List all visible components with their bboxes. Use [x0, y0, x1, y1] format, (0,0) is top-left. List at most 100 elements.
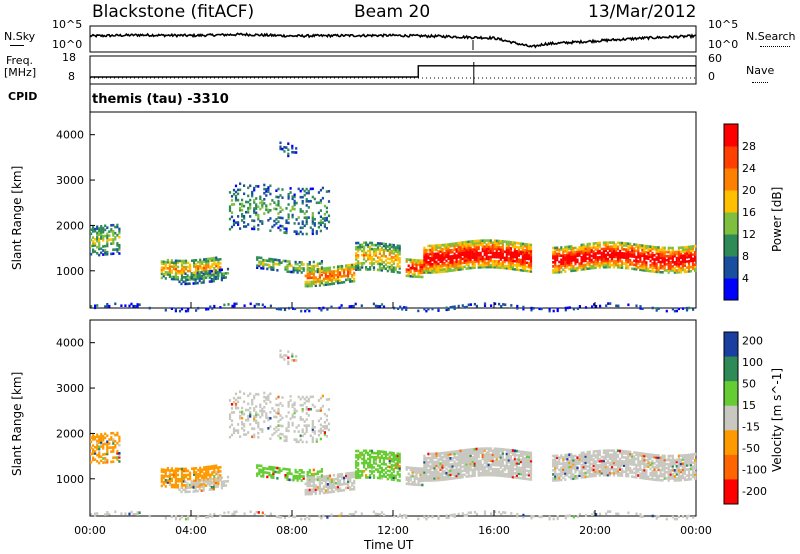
velocity-cell: [398, 458, 401, 462]
velocity-cell: [606, 469, 609, 473]
velocity-cell: [493, 459, 496, 463]
velocity-cell: [394, 464, 397, 467]
power-cell: [172, 261, 175, 265]
power-cell: [287, 217, 290, 221]
power-cell: [231, 304, 234, 308]
velocity-cell: [437, 458, 440, 461]
velocity-cell: [199, 466, 202, 470]
velocity-cell: [641, 474, 644, 478]
velocity-cell: [473, 472, 476, 475]
power-cell: [685, 306, 689, 310]
velocity-cell: [98, 437, 101, 440]
velocity-cell: [487, 473, 490, 477]
power-cell: [303, 212, 306, 215]
velocity-cell: [191, 467, 194, 470]
power-cell: [437, 258, 440, 262]
velocity-cell: [621, 460, 624, 463]
velocity-cell: [592, 458, 595, 461]
velocity-cell: [639, 454, 642, 457]
velocity-cell: [345, 472, 348, 475]
power-cell: [505, 258, 508, 262]
power-cell: [263, 305, 266, 309]
power-cell: [465, 240, 468, 244]
power-cell: [182, 259, 186, 263]
power-cell: [483, 247, 486, 251]
power-cell: [497, 245, 500, 249]
power-cell: [517, 268, 520, 272]
power-cell: [180, 307, 184, 311]
velocity-cell: [588, 456, 591, 460]
power-cell: [336, 277, 340, 281]
velocity-cell: [423, 469, 426, 472]
velocity-cell: [467, 470, 470, 474]
velocity-cell: [320, 477, 323, 481]
power-cell: [332, 266, 336, 269]
power-cell: [208, 280, 211, 283]
power-cell: [433, 248, 436, 252]
power-cell: [328, 276, 332, 280]
power-cell: [443, 253, 446, 257]
velocity-cell: [392, 476, 395, 479]
velocity-cell: [604, 473, 607, 477]
power-cell: [667, 246, 670, 250]
velocity-cell: [437, 476, 440, 480]
power-cell: [570, 251, 573, 254]
power-cell: [461, 265, 464, 269]
power-cell: [290, 270, 293, 274]
power-cell: [687, 247, 691, 251]
power-cell: [669, 252, 672, 256]
power-cell: [208, 272, 211, 275]
power-cell: [307, 216, 310, 219]
velocity-cell: [392, 470, 395, 473]
velocity-cell: [318, 488, 321, 491]
velocity-cell: [102, 445, 105, 448]
power-cell: [217, 272, 220, 276]
power-cell: [197, 260, 200, 264]
power-cell: [437, 270, 440, 274]
velocity-cell: [409, 474, 412, 478]
power-cell: [290, 264, 293, 268]
velocity-cell: [376, 468, 380, 471]
velocity-cell: [284, 476, 287, 479]
velocity-cell: [100, 459, 103, 463]
velocity-cell: [427, 452, 430, 456]
power-cell: [445, 247, 448, 251]
power-cell: [578, 252, 581, 255]
power-cell: [523, 269, 526, 272]
power-cell: [345, 264, 348, 267]
velocity-cell: [198, 487, 201, 491]
velocity-cell: [203, 476, 206, 479]
power-cell: [279, 216, 282, 220]
power-cell: [457, 247, 460, 251]
power-cell: [326, 275, 329, 278]
velocity-cell: [507, 467, 510, 470]
velocity-cell: [453, 470, 456, 474]
velocity-cell: [429, 475, 432, 478]
power-cell: [681, 258, 684, 262]
power-cell: [312, 282, 315, 286]
velocity-cell: [349, 486, 352, 489]
power-cell: [243, 304, 246, 307]
power-cell: [455, 262, 458, 266]
power-cell: [663, 265, 666, 268]
velocity-cell: [433, 454, 436, 458]
velocity-cell: [469, 456, 472, 459]
power-cell: [511, 257, 514, 261]
power-cell: [586, 249, 589, 252]
velocity-cell: [433, 462, 436, 466]
power-cell: [178, 271, 182, 275]
power-cell: [298, 261, 301, 264]
velocity-cell: [193, 473, 196, 476]
power-cell: [407, 270, 410, 274]
power-cell: [316, 264, 319, 268]
velocity-cell: [106, 446, 109, 450]
power-cell: [645, 251, 648, 254]
power-cell: [284, 265, 287, 269]
power-cell: [621, 241, 624, 245]
velocity-cell: [409, 466, 412, 470]
power-cell: [350, 305, 353, 308]
velocity-cell: [339, 479, 342, 482]
power-cell: [641, 260, 644, 264]
power-cell: [649, 245, 652, 248]
velocity-cell: [384, 463, 387, 466]
